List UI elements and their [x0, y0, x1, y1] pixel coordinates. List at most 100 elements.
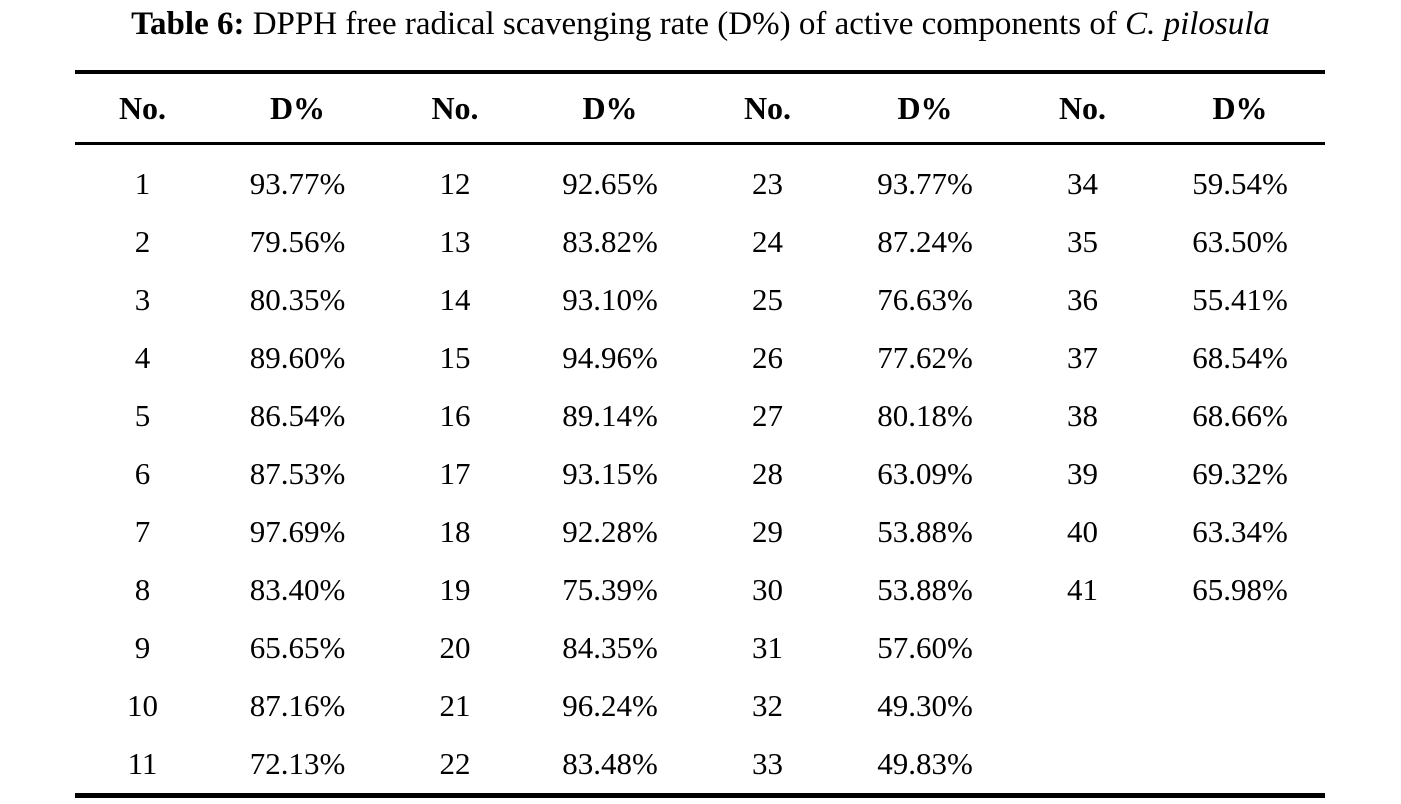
d-percent-cell: 93.77%: [877, 166, 973, 201]
d-percent-cell: 57.60%: [877, 630, 973, 665]
caption-label: Table 6:: [131, 6, 245, 42]
no-cell: 25: [752, 282, 783, 317]
no-cell: 2: [134, 224, 151, 259]
no-cell: 38: [1067, 398, 1098, 433]
no-cell: 15: [439, 340, 471, 375]
no-cell: 37: [1067, 340, 1098, 375]
d-percent-cell: 92.65%: [562, 166, 658, 201]
d-percent-cell: 93.15%: [562, 456, 658, 491]
no-cell: 19: [439, 572, 471, 607]
no-cell: 31: [752, 630, 783, 665]
no-cell: 26: [752, 340, 783, 375]
col-header-dpercent-1: D%: [210, 72, 385, 145]
no-cell: 7: [134, 514, 151, 549]
d-percent-cell: 86.54%: [249, 398, 346, 433]
d-percent-cell: 97.69%: [249, 514, 346, 549]
d-percent-cell: 49.83%: [877, 746, 973, 781]
d-percent-cell: 83.48%: [562, 746, 658, 781]
d-percent-cell: 63.09%: [877, 456, 973, 491]
d-percent-cell: 87.24%: [877, 224, 973, 259]
no-cell: 35: [1067, 224, 1098, 259]
table-row: 11 72.13% 22 83.48% 33 49.83%: [75, 735, 1325, 796]
no-cell: 23: [752, 166, 783, 201]
no-cell: 13: [439, 224, 471, 259]
no-cell: 21: [439, 688, 471, 723]
d-percent-cell: [1155, 735, 1325, 796]
caption-species: C. pilosula: [1125, 6, 1270, 42]
no-cell: 22: [439, 746, 471, 781]
table-row: 9 65.65% 20 84.35% 31 57.60%: [75, 619, 1325, 677]
d-percent-cell: 68.54%: [1192, 340, 1288, 375]
no-cell: 30: [752, 572, 783, 607]
table-caption: Table 6: DPPH free radical scavenging ra…: [0, 2, 1401, 46]
table-row: 10 87.16% 21 96.24% 32 49.30%: [75, 677, 1325, 735]
no-cell: 36: [1067, 282, 1098, 317]
d-percent-cell: 53.88%: [877, 514, 973, 549]
no-cell: 12: [439, 166, 471, 201]
no-cell: 3: [134, 282, 151, 317]
table-row: 5 86.54% 16 89.14% 27 80.18% 38 68.66%: [75, 387, 1325, 445]
d-percent-cell: 69.32%: [1192, 456, 1288, 491]
no-cell: 1: [134, 166, 151, 201]
no-cell: 24: [752, 224, 783, 259]
d-percent-cell: 63.34%: [1192, 514, 1288, 549]
no-cell: 14: [439, 282, 471, 317]
no-cell: 40: [1067, 514, 1098, 549]
d-percent-cell: 72.13%: [249, 746, 346, 781]
d-percent-cell: 84.35%: [562, 630, 658, 665]
d-percent-cell: 80.18%: [877, 398, 973, 433]
table-row: 2 79.56% 13 83.82% 24 87.24% 35 63.50%: [75, 213, 1325, 271]
no-cell: 32: [752, 688, 783, 723]
no-cell: [1010, 619, 1155, 677]
col-header-dpercent-2: D%: [525, 72, 695, 145]
d-percent-cell: 83.82%: [562, 224, 658, 259]
d-percent-cell: 49.30%: [877, 688, 973, 723]
d-percent-cell: 89.60%: [249, 340, 346, 375]
caption-text: DPPH free radical scavenging rate (D%) o…: [252, 6, 1117, 42]
table-row: 6 87.53% 17 93.15% 28 63.09% 39 69.32%: [75, 445, 1325, 503]
no-cell: 28: [752, 456, 783, 491]
table-row: 7 97.69% 18 92.28% 29 53.88% 40 63.34%: [75, 503, 1325, 561]
d-percent-cell: 92.28%: [562, 514, 658, 549]
d-percent-cell: 87.53%: [249, 456, 346, 491]
no-cell: 4: [134, 340, 151, 375]
no-cell: 27: [752, 398, 783, 433]
d-percent-cell: 77.62%: [877, 340, 973, 375]
no-cell: 29: [752, 514, 783, 549]
d-percent-cell: 65.98%: [1192, 572, 1288, 607]
no-cell: [1010, 735, 1155, 796]
no-cell: 16: [439, 398, 471, 433]
table-body: 1 93.77% 12 92.65% 23 93.77% 34 59.54% 2…: [75, 144, 1325, 796]
table-row: 3 80.35% 14 93.10% 25 76.63% 36 55.41%: [75, 271, 1325, 329]
no-cell: 11: [127, 746, 158, 781]
d-percent-cell: [1155, 619, 1325, 677]
header-row: No. D% No. D% No. D% No. D%: [75, 72, 1325, 145]
d-percent-cell: 93.77%: [249, 166, 346, 201]
d-percent-cell: 96.24%: [562, 688, 658, 723]
col-header-no-3: No.: [695, 72, 840, 145]
d-percent-cell: [1155, 677, 1325, 735]
no-cell: 10: [127, 688, 158, 723]
dpph-table: No. D% No. D% No. D% No. D% 1 93.77% 12 …: [75, 70, 1325, 798]
no-cell: 34: [1067, 166, 1098, 201]
no-cell: 18: [439, 514, 471, 549]
no-cell: 17: [439, 456, 471, 491]
d-percent-cell: 63.50%: [1192, 224, 1288, 259]
d-percent-cell: 76.63%: [877, 282, 973, 317]
d-percent-cell: 94.96%: [562, 340, 658, 375]
table-row: 1 93.77% 12 92.65% 23 93.77% 34 59.54%: [75, 144, 1325, 214]
no-cell: 6: [134, 456, 151, 491]
d-percent-cell: 83.40%: [249, 572, 346, 607]
col-header-no-2: No.: [385, 72, 525, 145]
no-cell: 41: [1067, 572, 1098, 607]
d-percent-cell: 55.41%: [1192, 282, 1288, 317]
col-header-dpercent-3: D%: [840, 72, 1010, 145]
no-cell: 8: [134, 572, 151, 607]
d-percent-cell: 79.56%: [249, 224, 346, 259]
d-percent-cell: 75.39%: [562, 572, 658, 607]
no-cell: 5: [134, 398, 151, 433]
table-row: 4 89.60% 15 94.96% 26 77.62% 37 68.54%: [75, 329, 1325, 387]
d-percent-cell: 89.14%: [562, 398, 658, 433]
no-cell: 9: [134, 630, 151, 665]
